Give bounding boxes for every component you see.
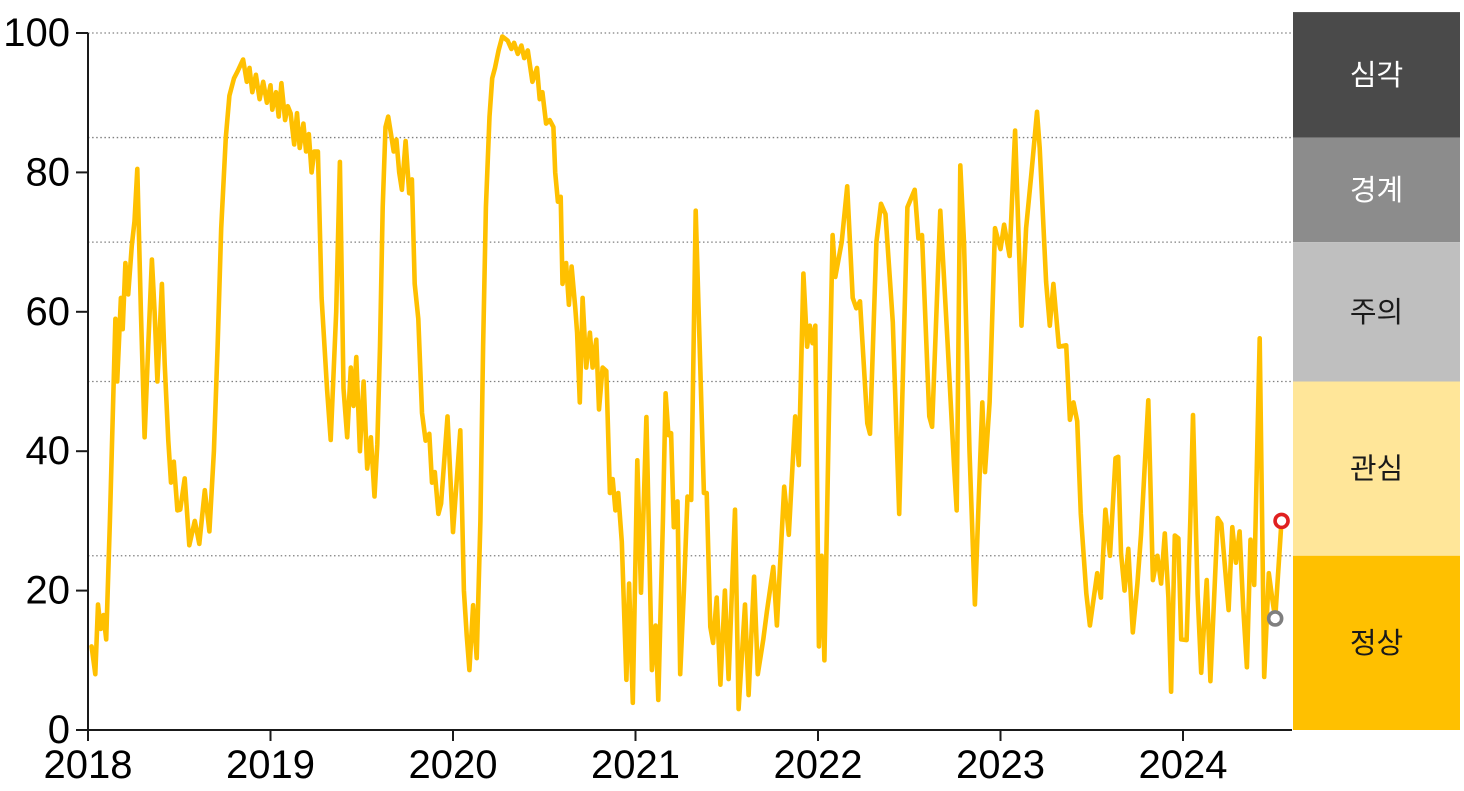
zone-label-normal: 정상: [1350, 628, 1403, 660]
latest-point-marker: [1273, 512, 1290, 530]
x-tick-label-2019: 2019: [226, 743, 315, 787]
x-tick-label-2024: 2024: [1139, 743, 1228, 787]
y-tick-label-0: 0: [48, 708, 70, 752]
zone-band-alert: [1293, 137, 1460, 243]
x-tick-label-2020: 2020: [409, 743, 498, 787]
zone-band-severe: [1293, 12, 1460, 138]
zone-band-normal: [1293, 555, 1460, 730]
zone-label-alert: 경계: [1350, 175, 1403, 207]
zone-band-caution: [1293, 242, 1460, 382]
y-tick-label-80: 80: [26, 150, 71, 194]
x-tick-label-2021: 2021: [591, 743, 680, 787]
zone-label-caution: 주의: [1350, 297, 1403, 329]
zone-label-interest: 관심: [1350, 454, 1403, 486]
zone-band-interest: [1293, 381, 1460, 556]
y-tick-label-100: 100: [3, 11, 70, 55]
x-tick-label-2023: 2023: [956, 743, 1045, 787]
x-tick-label-2018: 2018: [44, 743, 133, 787]
y-tick-label-40: 40: [26, 429, 71, 473]
y-tick-label-20: 20: [26, 569, 71, 613]
series-line-index: [89, 34, 1284, 712]
y-tick-label-60: 60: [26, 290, 71, 334]
x-tick-label-2022: 2022: [774, 743, 863, 787]
previous-point-marker: [1266, 610, 1284, 627]
zone-label-severe: 심각: [1350, 60, 1403, 92]
